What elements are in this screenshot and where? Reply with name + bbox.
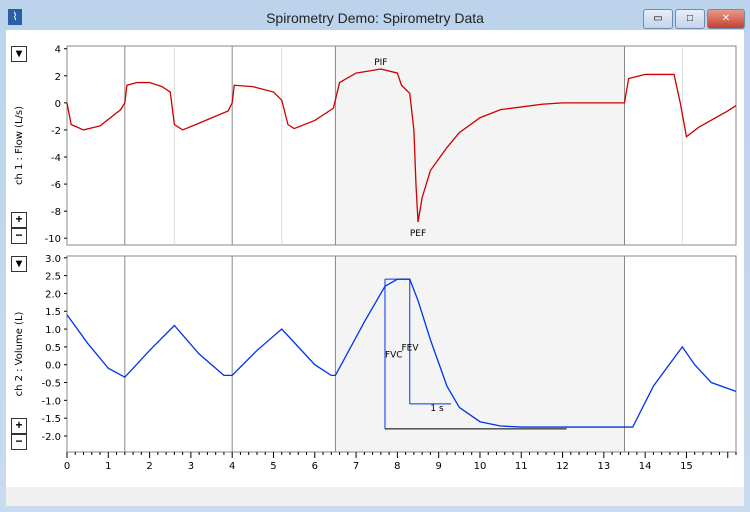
- ch2-menu-button[interactable]: ▾: [11, 256, 27, 272]
- annotation-fev: FEV: [402, 343, 420, 353]
- x-tick-label: 10: [474, 461, 487, 472]
- x-tick-label: 2: [146, 461, 152, 472]
- y-axis-label: ch 2 : Volume (L): [14, 311, 25, 396]
- x-tick-label: 6: [312, 461, 318, 472]
- y-tick-label: -4: [51, 153, 61, 164]
- ch1-zoom-in-button[interactable]: +: [11, 212, 27, 228]
- window-title: Spirometry Demo: Spirometry Data: [266, 10, 484, 26]
- x-tick-label: 8: [394, 461, 400, 472]
- y-tick-label: -1.5: [41, 414, 61, 425]
- annotation-1s: 1 s: [430, 404, 444, 414]
- y-axis-label: ch 1 : Flow (L/s): [14, 106, 25, 185]
- plot-frame: [66, 255, 737, 453]
- y-tick-label: 0.0: [45, 361, 61, 372]
- y-tick-label: 3.0: [45, 254, 61, 265]
- y-tick-label: -2: [51, 126, 61, 137]
- x-tick-label: 11: [515, 461, 528, 472]
- y-tick-label: -8: [51, 207, 61, 218]
- y-tick-label: 1.5: [45, 307, 61, 318]
- x-tick-label: 13: [597, 461, 610, 472]
- x-tick-label: 12: [556, 461, 569, 472]
- annotation-fvc: FVC: [385, 351, 403, 361]
- selection-region: [335, 256, 625, 452]
- plot-frame: [66, 45, 737, 246]
- y-tick-label: 0: [55, 99, 61, 110]
- y-tick-label: 4: [55, 45, 61, 56]
- y-tick-label: 2: [55, 72, 61, 83]
- minimize-button[interactable]: ▭: [643, 9, 673, 29]
- volume-trace: [66, 278, 737, 428]
- status-bar: [6, 487, 744, 506]
- y-tick-label: -1.0: [41, 396, 61, 407]
- y-tick-label: 0.5: [45, 343, 61, 354]
- y-tick-label: 1.0: [45, 325, 61, 336]
- selection-region: [335, 46, 625, 245]
- close-button[interactable]: ✕: [707, 9, 745, 29]
- x-tick-label: 14: [639, 461, 652, 472]
- y-tick-label: 2.5: [45, 272, 61, 283]
- x-tick-label: 0: [64, 461, 70, 472]
- ch1-menu-button[interactable]: ▾: [11, 46, 27, 62]
- maximize-button[interactable]: □: [675, 9, 705, 29]
- ch1-zoom-out-button[interactable]: −: [11, 228, 27, 244]
- annotation-pif: PIF: [374, 58, 387, 68]
- x-tick-label: 1: [105, 461, 111, 472]
- x-tick-label: 4: [229, 461, 235, 472]
- y-tick-label: -2.0: [41, 432, 61, 443]
- y-tick-label: -10: [45, 234, 61, 245]
- annotation-pef: PEF: [410, 229, 426, 239]
- ch2-zoom-out-button[interactable]: −: [11, 434, 27, 450]
- x-tick-label: 5: [270, 461, 276, 472]
- flow-trace: [66, 68, 737, 223]
- app-icon: ⌇: [8, 9, 22, 25]
- x-tick-label: 9: [435, 461, 441, 472]
- x-tick-label: 15: [680, 461, 693, 472]
- y-tick-label: -0.5: [41, 379, 61, 390]
- x-tick-label: 7: [353, 461, 359, 472]
- y-tick-label: 2.0: [45, 289, 61, 300]
- y-tick-label: -6: [51, 180, 61, 191]
- ch2-zoom-in-button[interactable]: +: [11, 418, 27, 434]
- x-tick-label: 3: [188, 461, 194, 472]
